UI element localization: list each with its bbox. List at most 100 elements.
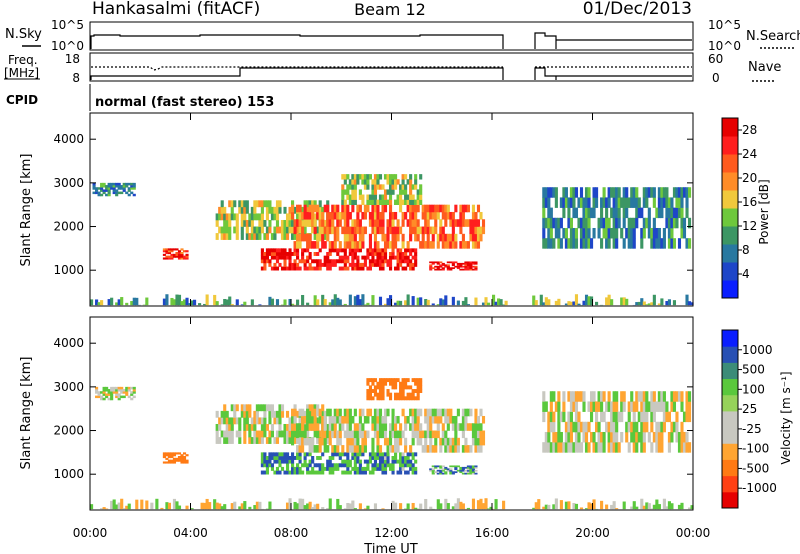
echo-cell bbox=[311, 204, 315, 213]
echo-cell bbox=[112, 191, 116, 195]
echo-cell bbox=[336, 463, 340, 468]
echo-cell bbox=[170, 250, 174, 253]
echo-cell bbox=[356, 456, 360, 460]
power-colorbar-label: Power [dB] bbox=[757, 179, 771, 244]
echo-cell bbox=[268, 296, 272, 306]
echo-cell bbox=[298, 498, 302, 510]
echo-cell bbox=[182, 457, 187, 460]
echo-cell bbox=[404, 437, 408, 446]
echo-cell bbox=[426, 219, 430, 227]
echo-cell bbox=[394, 445, 398, 453]
echo-cell bbox=[102, 397, 106, 401]
echo-cell bbox=[471, 430, 476, 439]
echo-cell bbox=[368, 385, 372, 390]
echo-cell bbox=[316, 463, 320, 468]
echo-cell bbox=[336, 452, 340, 457]
echo-cell bbox=[426, 226, 430, 235]
echo-cell bbox=[386, 179, 390, 185]
echo-cell bbox=[306, 415, 310, 424]
echo-cell bbox=[411, 262, 415, 267]
echo-cell bbox=[635, 391, 639, 402]
echo-cell bbox=[441, 468, 445, 471]
echo-cell bbox=[471, 468, 476, 471]
echo-cell bbox=[401, 189, 405, 195]
echo-cell bbox=[461, 265, 465, 268]
echo-cell bbox=[316, 408, 320, 417]
echo-cell bbox=[554, 217, 558, 229]
echo-cell bbox=[376, 396, 380, 401]
echo-cell bbox=[471, 465, 476, 468]
nsearch-tick-top: 10^5 bbox=[708, 18, 741, 32]
echo-cell bbox=[685, 401, 689, 412]
echo-cell bbox=[662, 227, 666, 239]
colorbar-tick-label: 20 bbox=[742, 171, 757, 185]
echo-cell bbox=[298, 456, 302, 460]
echo-cell bbox=[283, 437, 287, 444]
x-tick-label: 08:00 bbox=[274, 526, 309, 540]
echo-cell bbox=[230, 304, 234, 306]
echo-cell bbox=[253, 226, 257, 234]
echo-cell bbox=[469, 408, 473, 417]
echo-cell bbox=[273, 262, 277, 267]
echo-cell bbox=[333, 430, 337, 439]
echo-cell bbox=[419, 199, 423, 205]
echo-cell bbox=[381, 255, 385, 260]
echo-cell bbox=[574, 401, 579, 412]
echo-cell bbox=[419, 389, 423, 393]
echo-cell bbox=[657, 431, 661, 443]
echo-cell bbox=[326, 204, 330, 213]
echo-cell bbox=[685, 187, 689, 198]
echo-cell bbox=[318, 200, 322, 208]
echo-cell bbox=[446, 445, 450, 453]
echo-cell bbox=[567, 391, 571, 402]
echo-cell bbox=[399, 300, 403, 306]
echo-cell bbox=[308, 219, 312, 227]
echo-cell bbox=[120, 191, 124, 195]
echo-cell bbox=[587, 227, 591, 239]
echo-cell bbox=[280, 430, 285, 438]
echo-cell bbox=[645, 197, 649, 208]
echo-cell bbox=[170, 456, 174, 459]
echo-cell bbox=[376, 174, 380, 180]
echo-cell bbox=[388, 445, 393, 453]
echo-cell bbox=[476, 233, 481, 242]
echo-cell bbox=[449, 468, 453, 471]
echo-cell bbox=[567, 301, 571, 306]
echo-cell bbox=[253, 410, 257, 418]
echo-cell bbox=[471, 204, 476, 213]
echo-cell bbox=[250, 299, 254, 306]
echo-cell bbox=[170, 461, 174, 464]
echo-cell bbox=[602, 391, 606, 402]
cpid-text: normal (fast stereo) 153 bbox=[95, 95, 274, 110]
echo-cell bbox=[446, 469, 450, 472]
echo-cell bbox=[388, 255, 393, 260]
echo-cell bbox=[255, 404, 259, 412]
x-tick-label: 16:00 bbox=[475, 526, 510, 540]
echo-cell bbox=[278, 463, 282, 468]
echo-cell bbox=[542, 391, 546, 402]
echo-cell bbox=[381, 452, 385, 457]
echo-cell bbox=[328, 415, 332, 424]
echo-cell bbox=[303, 211, 307, 220]
echo-cell bbox=[444, 468, 448, 471]
echo-cell bbox=[348, 199, 352, 205]
echo-cell bbox=[140, 499, 144, 510]
echo-cell bbox=[446, 267, 450, 270]
echo-cell bbox=[177, 459, 182, 462]
echo-cell bbox=[353, 189, 357, 195]
echo-cell bbox=[238, 417, 242, 425]
echo-cell bbox=[127, 386, 131, 390]
echo-cell bbox=[301, 226, 305, 235]
echo-cell bbox=[677, 391, 682, 402]
echo-cell bbox=[672, 187, 677, 198]
echo-cell bbox=[391, 385, 395, 390]
echo-cell bbox=[373, 389, 378, 393]
echo-cell bbox=[414, 415, 418, 424]
echo-cell bbox=[449, 465, 453, 468]
echo-cell bbox=[567, 238, 571, 249]
colorbar-segment bbox=[722, 491, 738, 509]
echo-cell bbox=[331, 241, 335, 249]
echo-cell bbox=[97, 393, 101, 396]
echo-cell bbox=[323, 415, 327, 424]
echo-cell bbox=[303, 233, 307, 242]
